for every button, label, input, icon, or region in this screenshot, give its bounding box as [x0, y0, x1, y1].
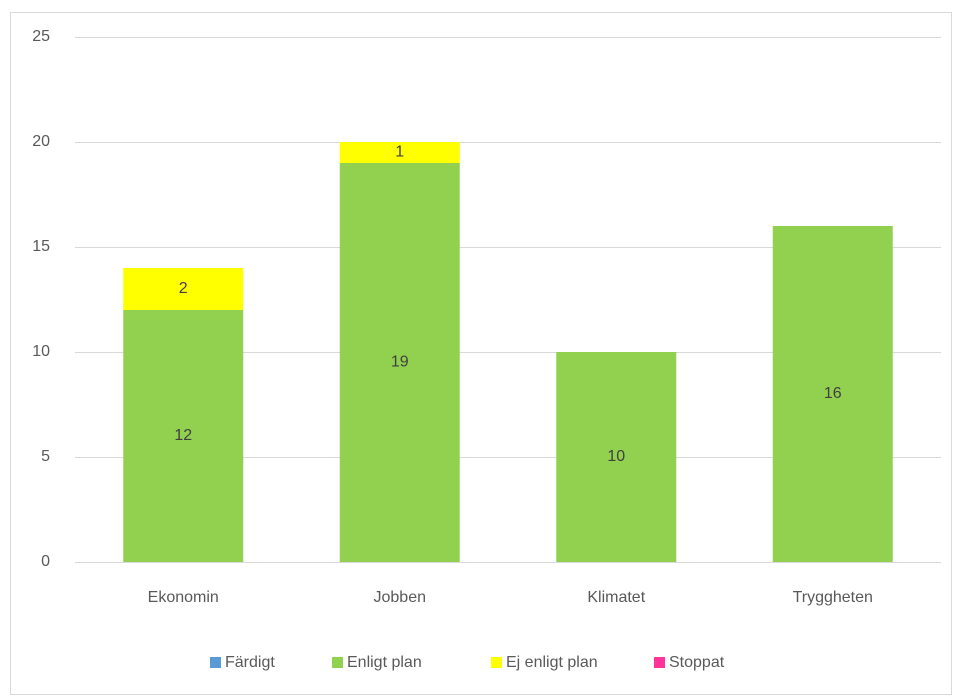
legend-swatch	[210, 657, 221, 668]
bar-segment	[123, 268, 244, 310]
data-label: 2	[179, 280, 188, 297]
data-label: 10	[607, 448, 625, 465]
x-tick-label: Ekonomin	[148, 589, 219, 606]
x-tick-label: Klimatet	[587, 589, 645, 606]
legend-label: Ej enligt plan	[506, 654, 598, 671]
bar-segment	[556, 352, 677, 562]
data-label: 19	[391, 354, 409, 371]
y-tick-label: 0	[41, 553, 50, 570]
bar-segment	[339, 142, 460, 163]
legend-swatch	[491, 657, 502, 668]
y-tick-label: 10	[32, 343, 50, 360]
y-tick-label: 5	[41, 448, 50, 465]
data-label: 12	[174, 427, 192, 444]
bar-segment	[123, 310, 244, 562]
x-tick-label: Jobben	[374, 589, 427, 606]
y-tick-label: 15	[32, 238, 50, 255]
legend-swatch	[654, 657, 665, 668]
y-tick-label: 20	[32, 133, 50, 150]
data-label: 1	[395, 144, 404, 161]
x-tick-label: Tryggheten	[793, 589, 873, 606]
legend-label: Stoppat	[669, 654, 725, 671]
bar-segment	[339, 163, 460, 562]
legend-swatch	[332, 657, 343, 668]
y-tick-label: 25	[32, 28, 50, 45]
data-label: 16	[824, 385, 842, 402]
bar-segment	[772, 226, 893, 562]
legend-label: Enligt plan	[347, 654, 422, 671]
legend-label: Färdigt	[225, 654, 275, 671]
